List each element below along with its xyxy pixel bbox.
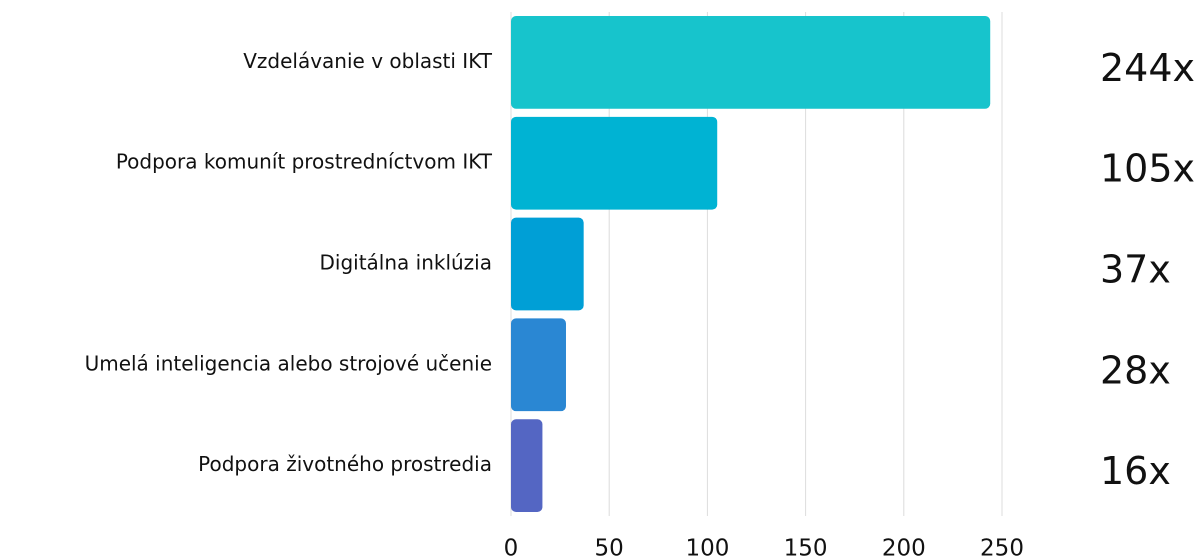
x-tick-label: 0 — [504, 536, 519, 560]
bar — [511, 217, 584, 311]
x-tick-label: 250 — [980, 536, 1024, 560]
category-label: Digitálna inklúzia — [319, 251, 492, 275]
category-label: Vzdelávanie v oblasti IKT — [243, 49, 493, 73]
x-tick-label: 50 — [595, 536, 624, 560]
bar — [511, 116, 718, 210]
x-tick-label: 150 — [784, 536, 828, 560]
bar — [511, 318, 566, 412]
x-tick-label: 200 — [882, 536, 926, 560]
value-label: 16x — [1100, 449, 1171, 493]
value-label: 37x — [1100, 248, 1171, 292]
value-label: 28x — [1100, 348, 1171, 392]
category-label: Umelá inteligencia alebo strojové učenie — [85, 351, 492, 375]
value-label: 244x — [1100, 46, 1195, 90]
category-label: Podpora komunít prostredníctvom IKT — [116, 150, 493, 174]
bar — [511, 419, 543, 512]
category-label: Podpora životného prostredia — [198, 452, 492, 476]
value-label: 105x — [1100, 147, 1195, 191]
x-tick-label: 100 — [685, 536, 729, 560]
bar — [511, 16, 991, 109]
